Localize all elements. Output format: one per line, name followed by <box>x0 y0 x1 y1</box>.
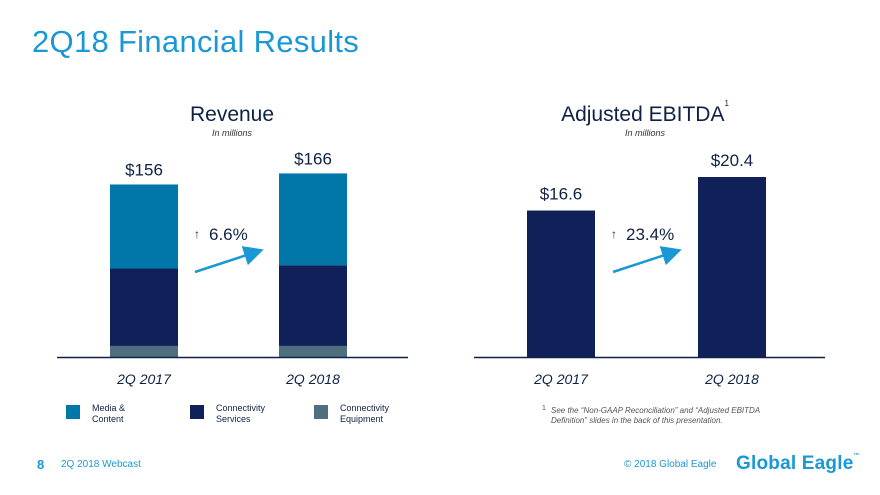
ebitda-bar-2q-2017 <box>527 210 595 357</box>
legend-label-connectivity-services-line2: Services <box>216 414 251 424</box>
revenue-growth-arrow <box>194 246 264 274</box>
revenue-x-tick-2q-2017: 2Q 2017 <box>116 371 172 387</box>
ebitda-value-label-2q-2017: $16.6 <box>540 185 583 204</box>
legend-swatch-connectivity-services <box>190 405 204 419</box>
ebitda-chart-subtitle: In millions <box>624 128 665 138</box>
legend-label-connectivity-services-line1: Connectivity <box>216 403 266 413</box>
legend-label-connectivity-equipment: Connectivity Equipment <box>340 403 430 425</box>
footnote: 1 See the “Non-GAAP Reconciliation” and … <box>542 405 791 426</box>
legend-swatch-media-content <box>66 405 80 419</box>
revenue-growth-up-icon: ↑ <box>194 227 200 241</box>
revenue-bar-connectivity-services-2q-2018 <box>279 265 347 346</box>
revenue-bar-connectivity-services-2q-2017 <box>110 268 178 346</box>
legend-label-media-content-line2: Content <box>92 414 124 424</box>
ebitda-growth-up-icon: ↑ <box>611 227 617 241</box>
ebitda-chart: $16.6 2Q 2017 $20.4 2Q 2018 ↑ 23.4% <box>474 151 825 387</box>
page-title: 2Q18 Financial Results <box>32 24 360 59</box>
ebitda-value-label-2q-2018: $20.4 <box>711 151 754 170</box>
global-eagle-logo: Global Eagle™ <box>736 453 860 475</box>
revenue-growth-label: 6.6% <box>209 225 248 244</box>
legend-label-connectivity-equipment-line1: Connectivity <box>340 403 390 413</box>
ebitda-title-footnote-marker: 1 <box>724 99 729 108</box>
legend-label-media-content-line1: Media & <box>92 403 126 413</box>
revenue-chart: $156 2Q 2017 $166 2Q 2018 ↑ 6.6% <box>57 149 408 387</box>
revenue-x-tick-2q-2018: 2Q 2018 <box>285 371 340 387</box>
ebitda-x-tick-2q-2018: 2Q 2018 <box>704 371 759 387</box>
page-number: 8 <box>37 457 45 472</box>
revenue-bar-connectivity-equipment-2q-2018 <box>279 345 347 357</box>
revenue-chart-title: Revenue <box>189 103 275 126</box>
footnote-text: See the “Non-GAAP Reconciliation” and “A… <box>551 406 760 425</box>
footnote-marker: 1 <box>542 405 546 412</box>
legend-label-connectivity-services: Connectivity Services <box>216 403 306 425</box>
ebitda-chart-title: Adjusted EBITDA1 <box>530 99 760 127</box>
revenue-total-label-2q-2018: $166 <box>294 149 332 168</box>
ebitda-growth-label: 23.4% <box>626 225 674 244</box>
ebitda-bar-2q-2018 <box>698 177 766 357</box>
revenue-chart-subtitle: In millions <box>211 128 252 138</box>
revenue-total-label-2q-2017: $156 <box>125 160 163 179</box>
logo-trademark: ™ <box>853 453 860 459</box>
footer-copyright: © 2018 Global Eagle <box>624 459 717 470</box>
legend-label-media-content: Media & Content <box>92 403 182 425</box>
legend-label-connectivity-equipment-line2: Equipment <box>340 414 384 424</box>
revenue-bar-media-content-2q-2017 <box>110 184 178 269</box>
revenue-bar-connectivity-equipment-2q-2017 <box>110 345 178 357</box>
legend-swatch-connectivity-equipment <box>314 405 328 419</box>
ebitda-chart-title-text: Adjusted EBITDA <box>561 103 725 126</box>
footer-webcast-label: 2Q 2018 Webcast <box>61 459 141 470</box>
ebitda-x-tick-2q-2017: 2Q 2017 <box>533 371 589 387</box>
logo-text: Global Eagle <box>736 453 854 474</box>
ebitda-growth-arrow <box>612 246 682 274</box>
revenue-bar-media-content-2q-2018 <box>279 173 347 266</box>
